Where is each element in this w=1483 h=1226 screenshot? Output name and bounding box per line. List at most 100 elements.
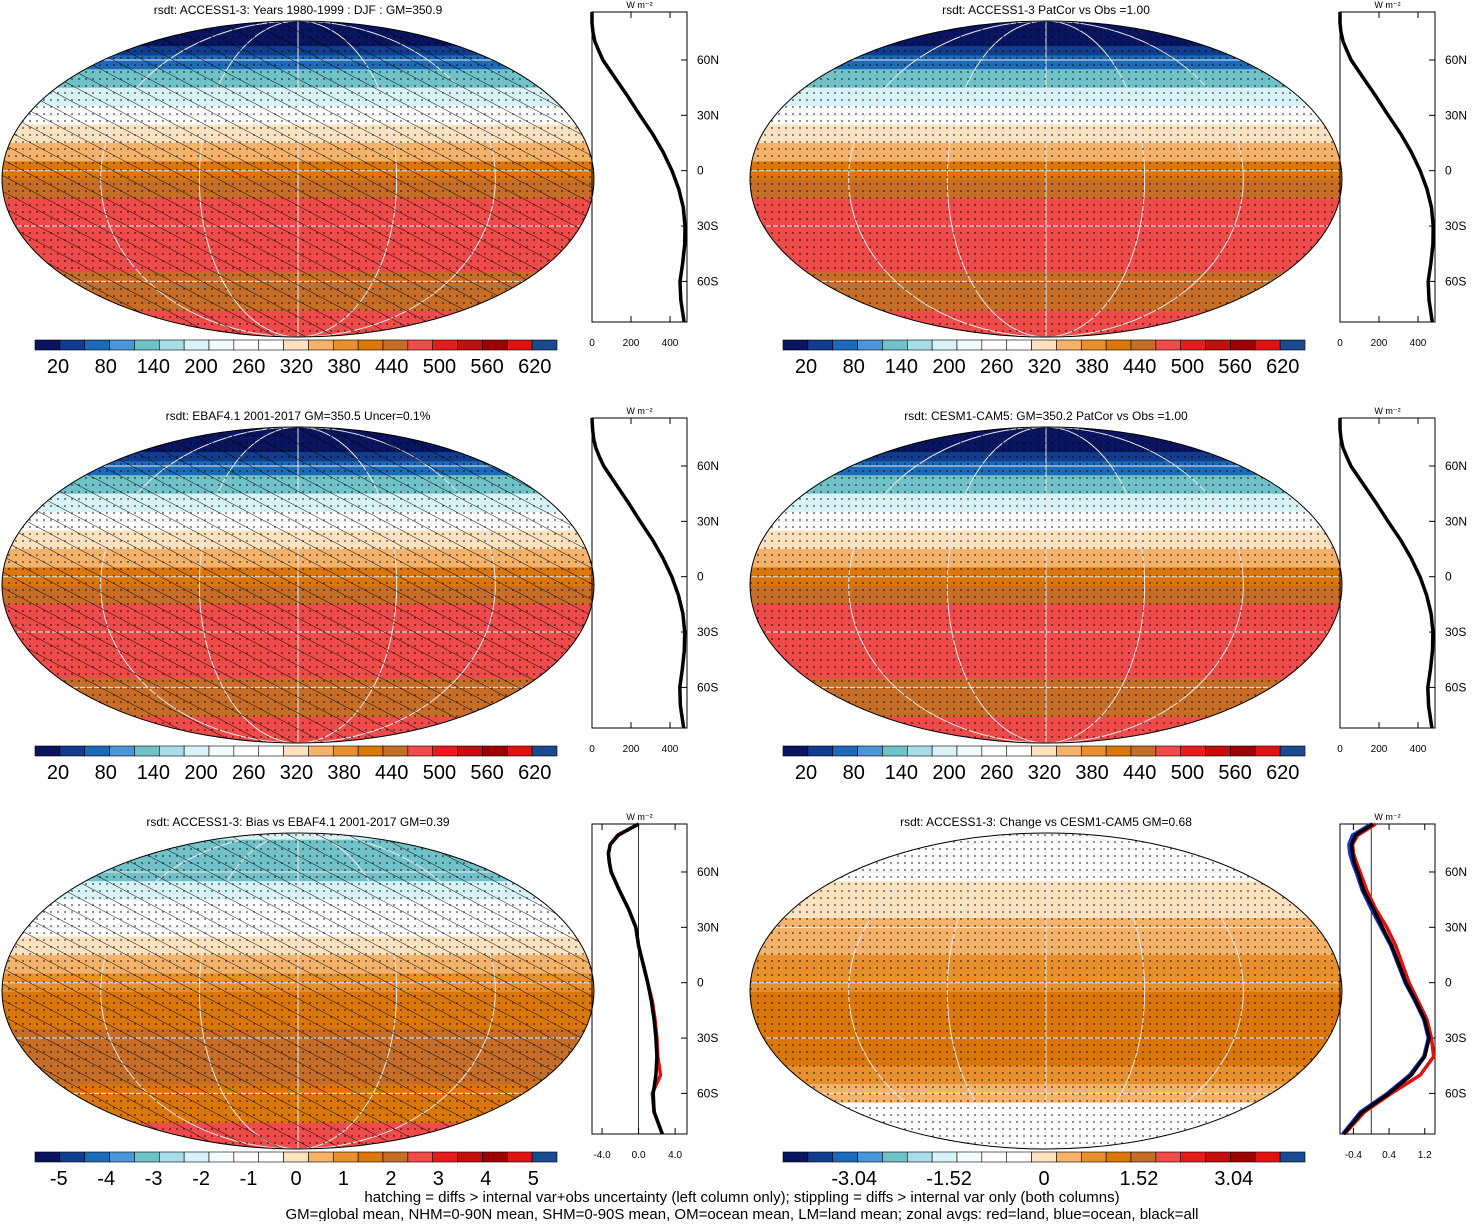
colorbar-label: 620 [1266, 356, 1299, 378]
unit-label: W m⁻² [1374, 0, 1400, 10]
map-outline [1, 426, 595, 744]
colorbar-label: 20 [795, 762, 817, 784]
y-tick-label: 30N [697, 514, 719, 528]
colorbar-box [407, 745, 434, 757]
map-outline [749, 20, 1343, 338]
colorbar-label: 380 [1075, 356, 1108, 378]
colorbar-box [1155, 339, 1182, 351]
colorbar-box [308, 1151, 334, 1163]
unit-label: W m⁻² [1374, 406, 1400, 416]
x-tick-label: 0 [1337, 338, 1343, 349]
colorbar-box [1006, 745, 1032, 757]
colorbar-label: 500 [423, 356, 456, 378]
colorbar-label: -3.04 [831, 1168, 877, 1190]
colorbar-label: 380 [1075, 762, 1108, 784]
colorbar-box [457, 339, 483, 351]
colorbar-box [1230, 1151, 1256, 1163]
profile-frame [1339, 11, 1436, 323]
colorbar-label: 200 [184, 762, 217, 784]
colorbar-label: 80 [95, 762, 117, 784]
colorbar-box [1205, 339, 1231, 351]
colorbar-box [906, 339, 933, 351]
colorbar-label: 2 [385, 1168, 396, 1190]
colorbar-box [158, 339, 185, 351]
colorbar-box [807, 745, 834, 757]
colorbar-box [956, 745, 983, 757]
colorbar-box [382, 339, 409, 351]
colorbar-box [882, 339, 908, 351]
colorbar-label: 620 [518, 356, 551, 378]
y-tick-label: 0 [1445, 570, 1452, 584]
colorbar-box [1254, 745, 1281, 757]
colorbar-label: 320 [280, 762, 313, 784]
colorbar-box [931, 745, 958, 757]
colorbar-box [782, 745, 809, 757]
colorbar-box [158, 1151, 185, 1163]
colorbar-box [233, 339, 260, 351]
profile-frame [1339, 823, 1436, 1135]
profile-line [1338, 418, 1435, 729]
colorbar-box [506, 745, 533, 757]
colorbar-box [1006, 339, 1032, 351]
colorbar-box [1279, 339, 1306, 351]
y-tick-label: 60N [697, 865, 719, 879]
colorbar-box [1080, 745, 1107, 757]
colorbar-box [1230, 745, 1256, 757]
panel-title: rsdt: EBAF4.1 2001-2017 GM=350.5 Uncer=0… [166, 409, 431, 423]
y-tick-label: 60S [1445, 680, 1466, 694]
colorbar-box [407, 1151, 434, 1163]
colorbar-box [109, 1151, 135, 1163]
colorbar-box [1279, 745, 1306, 757]
colorbar-box [931, 339, 958, 351]
profile-frame [1339, 417, 1436, 729]
colorbar-box [1105, 339, 1132, 351]
colorbar-box [906, 745, 933, 757]
colorbar-label: 320 [1028, 356, 1061, 378]
profile-frame [591, 823, 688, 1135]
colorbar-box [59, 745, 86, 757]
colorbar-label: 320 [1028, 762, 1061, 784]
colorbar-box [1155, 745, 1182, 757]
y-tick-label: 60N [1445, 53, 1467, 67]
colorbar-label: 440 [375, 762, 408, 784]
y-tick-label: 30N [697, 920, 719, 934]
colorbar-label: 560 [470, 762, 503, 784]
colorbar-box [308, 745, 334, 757]
colorbar-label: 20 [47, 762, 69, 784]
colorbar-box [882, 745, 908, 757]
colorbar-box [407, 339, 434, 351]
colorbar-box [1031, 339, 1057, 351]
map-outline [749, 426, 1343, 744]
y-tick-label: 30N [1445, 514, 1467, 528]
panel-title: rsdt: ACCESS1-3: Bias vs EBAF4.1 2001-20… [146, 815, 449, 829]
colorbar-box [208, 339, 235, 351]
colorbar-box [956, 339, 983, 351]
colorbar-box [1130, 339, 1157, 351]
colorbar-label: 0 [1038, 1168, 1049, 1190]
colorbar-box [1180, 1151, 1206, 1163]
colorbar-box [34, 745, 61, 757]
colorbar-label: 4 [480, 1168, 491, 1190]
colorbar-label: 260 [232, 356, 265, 378]
colorbar-box [1056, 745, 1082, 757]
map-outline [1, 832, 595, 1150]
colorbar-label: 140 [885, 762, 918, 784]
colorbar-box [59, 1151, 86, 1163]
colorbar-box [357, 745, 384, 757]
colorbar-box [1006, 1151, 1032, 1163]
colorbar-label: 140 [137, 762, 170, 784]
colorbar-label: 1 [338, 1168, 349, 1190]
colorbar-box [531, 1151, 558, 1163]
colorbar-box [832, 339, 858, 351]
colorbar-box [506, 339, 533, 351]
panel-title: rsdt: CESM1-CAM5: GM=350.2 PatCor vs Obs… [904, 409, 1188, 423]
colorbar-label: 560 [1218, 356, 1251, 378]
map [2, 427, 594, 743]
stippling [750, 427, 1342, 743]
colorbar-label: 140 [885, 356, 918, 378]
colorbar-box [1205, 745, 1231, 757]
y-tick-label: 30N [1445, 108, 1467, 122]
colorbar-box [432, 1151, 458, 1163]
colorbar-box [531, 339, 558, 351]
profile-line [1338, 12, 1435, 323]
